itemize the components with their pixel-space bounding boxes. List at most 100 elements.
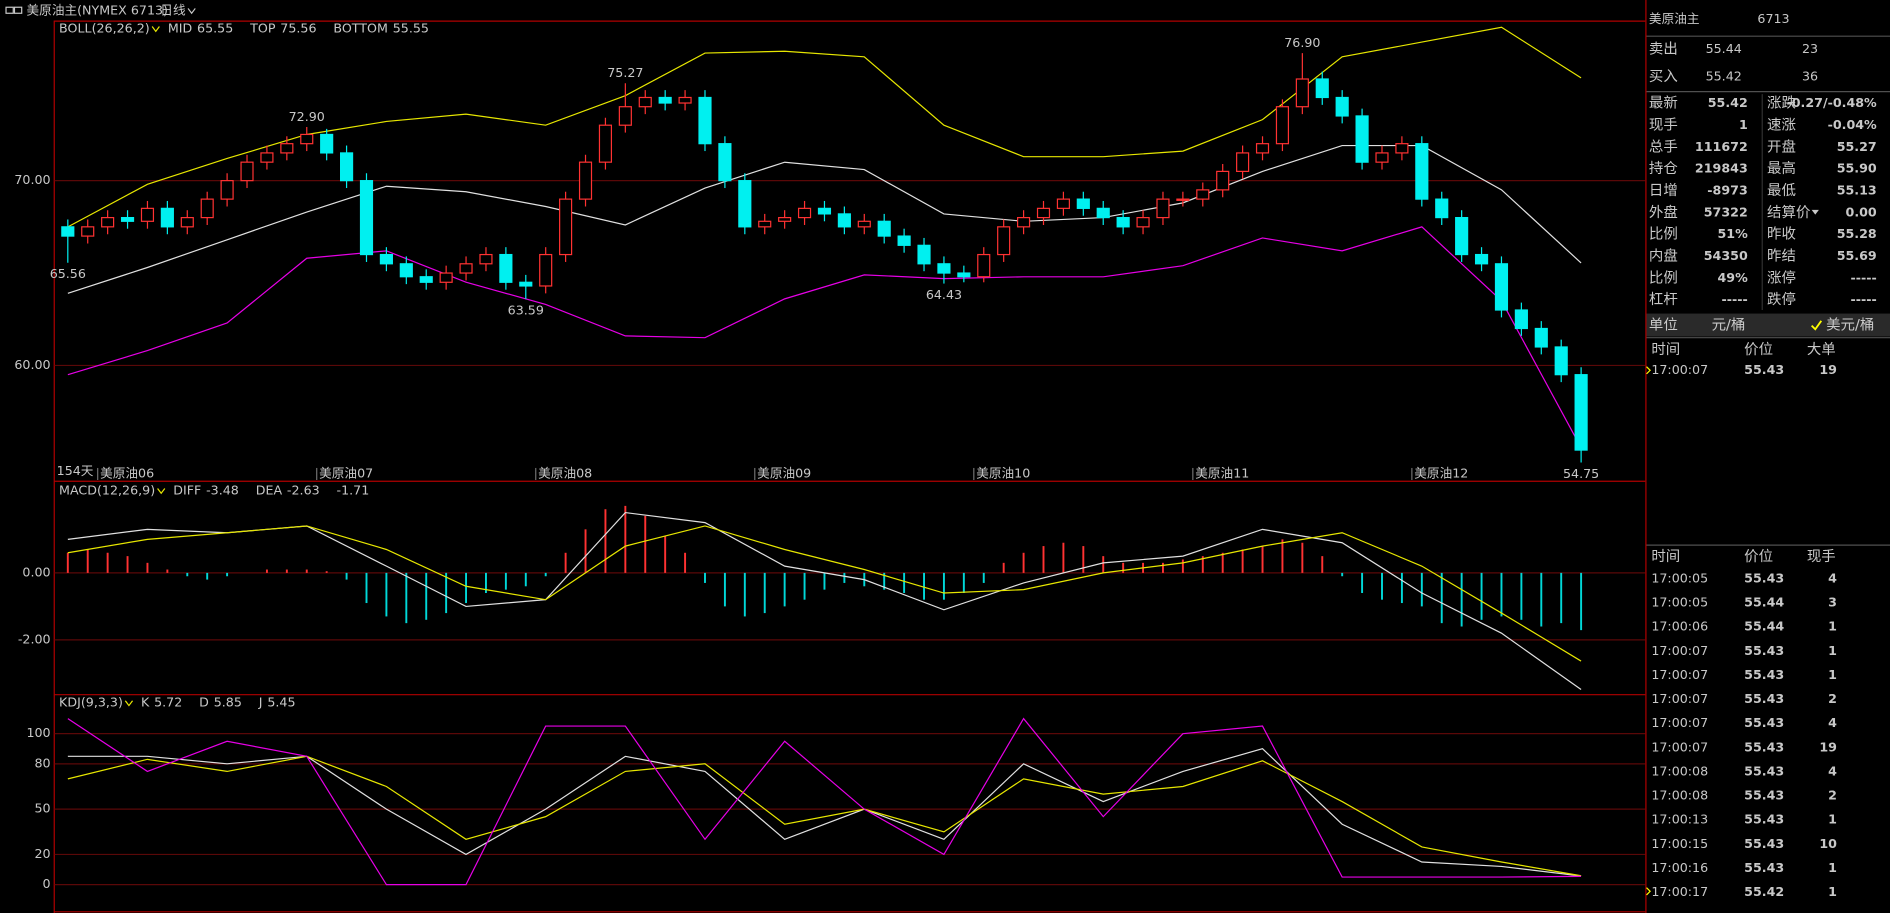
stat-label: 涨停: [1767, 269, 1796, 286]
candle-body: [578, 161, 593, 200]
legend-value: 5.45: [267, 695, 295, 710]
bid-ask-qty: 36: [1802, 69, 1818, 84]
stat-value: 54350: [1704, 248, 1748, 263]
candle-body: [1036, 207, 1051, 219]
indicator-line: [67, 511, 1582, 691]
table-header: 时间: [1651, 341, 1680, 358]
legend-value: -1.71: [337, 482, 370, 497]
trade-time: 17:00:17: [1651, 884, 1708, 899]
candle-body: [1315, 78, 1329, 99]
candle-body: [797, 207, 812, 219]
candle-body: [1554, 346, 1568, 376]
indicator-line: [67, 748, 1582, 877]
dropdown-arrow: [151, 26, 160, 33]
candle-body: [120, 216, 135, 222]
stat-label: 杠杆: [1649, 291, 1678, 308]
candle-body: [359, 180, 374, 256]
symbol-menu[interactable]: 美原油主(NYMEX 6713): [5, 2, 168, 17]
indicator-line: [67, 226, 1582, 448]
candle-body: [240, 161, 254, 182]
trade-price: 55.43: [1744, 788, 1784, 803]
candle-body: [937, 263, 951, 274]
stat-value: 57322: [1704, 204, 1748, 219]
candle-body: [1355, 115, 1369, 163]
unit-option[interactable]: 美元/桶: [1826, 317, 1874, 334]
icon: [5, 6, 14, 14]
indicator-line: [67, 144, 1582, 294]
candle-body: [778, 216, 792, 222]
candle-body: [399, 263, 413, 278]
candle-body: [1136, 216, 1150, 228]
check-icon: [1811, 320, 1823, 331]
indicator-line: [67, 525, 1582, 662]
candle-body: [439, 272, 453, 283]
trade-qty: 1: [1828, 643, 1837, 658]
trade-price: 55.43: [1744, 691, 1784, 706]
price-annotation: 65.56: [50, 266, 86, 281]
y-tick-label: 100: [26, 725, 50, 740]
legend-value: 5.85: [214, 695, 242, 710]
legend-value: 5.72: [154, 695, 182, 710]
unit-option[interactable]: 元/桶: [1712, 317, 1746, 334]
candle-body: [1574, 374, 1588, 451]
y-tick-label: 70.00: [14, 172, 50, 187]
period-menu[interactable]: 日线: [160, 2, 196, 17]
trade-price: 55.43: [1744, 860, 1784, 875]
row-cursor: [1646, 887, 1651, 896]
trade-time: 17:00:07: [1651, 643, 1708, 658]
price-annotation: 64.43: [926, 287, 962, 302]
candle-body: [419, 276, 433, 283]
candle-body: [479, 253, 493, 265]
dropdown-arrow: [157, 488, 166, 495]
stat-label: 外盘: [1649, 203, 1678, 221]
candle-body: [160, 207, 174, 228]
stat-value: 0.00: [1846, 204, 1877, 219]
trade-price: 55.43: [1744, 812, 1784, 827]
y-tick-label: 60.00: [14, 357, 50, 372]
candle-body: [957, 272, 971, 278]
y-tick-label: -2.00: [18, 631, 51, 646]
y-tick-label: 80: [35, 755, 51, 770]
candle-body: [897, 235, 911, 246]
dropdown-arrow: [187, 8, 196, 15]
candle-body: [678, 96, 692, 104]
candle-body: [1514, 309, 1528, 330]
candle-body: [1056, 198, 1070, 209]
trade-time: 17:00:07: [1651, 715, 1708, 730]
candle-body: [200, 198, 214, 219]
trade-qty: 4: [1828, 570, 1837, 585]
trade-price: 55.42: [1744, 884, 1784, 899]
legend-name: DIFF: [173, 482, 201, 497]
candle-body: [1176, 198, 1190, 201]
icon: [13, 6, 23, 14]
indicator-title: MACD(12,26,9): [59, 482, 155, 497]
stat-value: 55.13: [1837, 183, 1877, 198]
stat-value: -----: [1850, 292, 1876, 307]
bid-ask-price: 55.42: [1706, 69, 1742, 84]
period: 日线: [160, 2, 186, 17]
trade-qty: 19: [1819, 739, 1837, 754]
candle-body: [917, 244, 931, 265]
stat-label: 结算价: [1767, 204, 1811, 221]
candle-body: [718, 143, 732, 182]
stat-label: 比例: [1649, 269, 1678, 286]
x-tick-label: 美原油06: [100, 465, 154, 480]
stat-label: 涨跌: [1767, 95, 1796, 112]
candle-body: [1255, 143, 1270, 154]
trade-price: 55.44: [1744, 619, 1784, 634]
trade-qty: 4: [1828, 715, 1837, 730]
price-annotation: 75.27: [607, 65, 643, 80]
stat-value: 55.69: [1837, 248, 1877, 263]
candle-body: [638, 96, 652, 108]
trade-time: 17:00:06: [1651, 619, 1708, 634]
legend-value: -3.48: [206, 482, 239, 497]
trade-time: 17:00:05: [1651, 570, 1708, 585]
candle-body: [140, 207, 155, 222]
candle-body: [260, 152, 274, 163]
candle-body: [1435, 198, 1449, 219]
candle-body: [499, 253, 513, 283]
candle-body: [180, 216, 194, 228]
indicator-title: KDJ(9,3,3): [59, 695, 123, 710]
candle-body: [857, 220, 871, 228]
trade-qty: 19: [1819, 362, 1837, 377]
